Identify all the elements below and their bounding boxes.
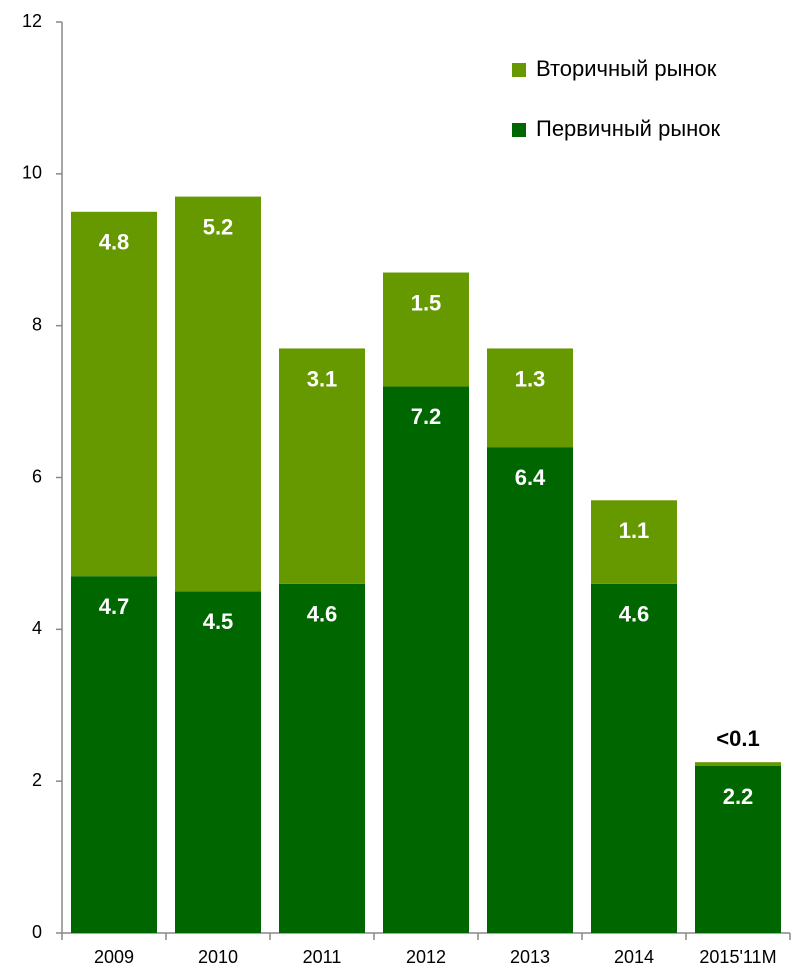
data-label: 1.5 — [411, 290, 442, 315]
data-label: 4.7 — [99, 594, 130, 619]
x-tick-label: 2015'11M — [699, 947, 776, 967]
bar-segment — [591, 583, 677, 933]
bar-segment — [175, 196, 261, 592]
data-label: 2.2 — [723, 784, 754, 809]
data-label: 6.4 — [515, 465, 546, 490]
data-label: 4.5 — [203, 609, 234, 634]
data-label: 4.8 — [99, 230, 130, 255]
bar-segment — [383, 272, 469, 387]
x-tick-label: 2009 — [94, 947, 134, 967]
legend-label: Первичный рынок — [536, 116, 721, 141]
bar-segment — [71, 576, 157, 933]
data-label: 4.6 — [307, 602, 338, 627]
bar-segment — [383, 386, 469, 933]
bar-segment — [71, 211, 157, 577]
bar-segment — [695, 762, 781, 766]
x-tick-label: 2012 — [406, 947, 446, 967]
bar-segment — [591, 500, 677, 584]
bar-segment — [279, 348, 365, 584]
legend-swatch — [512, 123, 526, 137]
y-tick-label: 10 — [22, 163, 42, 183]
data-label: 1.1 — [619, 518, 650, 543]
data-label: 7.2 — [411, 404, 442, 429]
x-tick-label: 2010 — [198, 947, 238, 967]
x-tick-label: 2013 — [510, 947, 550, 967]
bar-segment — [279, 583, 365, 933]
legend-label: Вторичный рынок — [536, 56, 717, 81]
data-label: 1.3 — [515, 366, 546, 391]
y-tick-label: 12 — [22, 11, 42, 31]
data-label: 5.2 — [203, 214, 234, 239]
y-tick-label: 4 — [32, 618, 42, 638]
legend-swatch — [512, 63, 526, 77]
data-label: 4.6 — [619, 602, 650, 627]
x-tick-label: 2014 — [614, 947, 654, 967]
y-tick-label: 0 — [32, 922, 42, 942]
y-tick-label: 8 — [32, 314, 42, 334]
y-tick-label: 6 — [32, 466, 42, 486]
bar-segment — [487, 348, 573, 448]
data-label: <0.1 — [716, 726, 759, 751]
bar-segment — [487, 447, 573, 933]
x-tick-label: 2011 — [303, 947, 342, 967]
data-label: 3.1 — [307, 366, 338, 391]
y-tick-label: 2 — [32, 770, 42, 790]
bar-segment — [695, 765, 781, 933]
bar-segment — [175, 591, 261, 933]
